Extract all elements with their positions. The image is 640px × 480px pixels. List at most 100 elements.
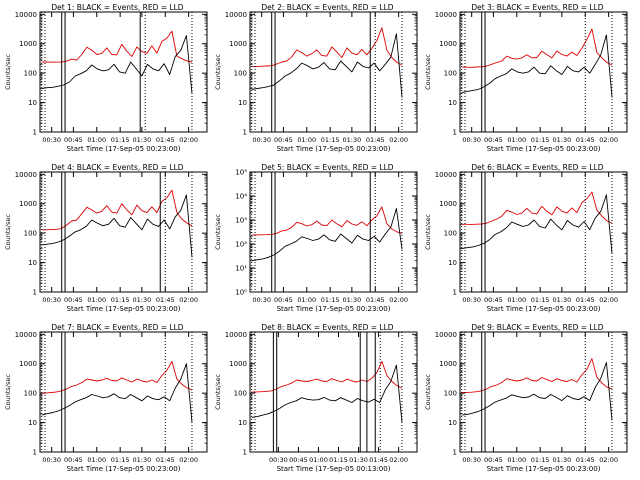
plot-frame — [249, 11, 418, 133]
y-tick-label: 100 — [444, 390, 457, 398]
y-axis-label: Counts/sec — [4, 54, 12, 90]
x-tick-label: 01:30 — [133, 456, 152, 464]
x-tick-label: 00:45 — [484, 136, 503, 144]
events-series-line — [461, 34, 613, 98]
y-tick-label: 1000 — [229, 40, 247, 48]
y-tick-label: 1 — [243, 449, 247, 457]
x-tick-label: 02:00 — [599, 456, 618, 464]
plot-frame — [459, 171, 628, 293]
x-axis-label: Start Time (17-Sep-05 00:23:00) — [277, 145, 391, 153]
y-tick-label: 10 — [448, 259, 457, 267]
y-tick-label: 1000 — [439, 360, 457, 368]
events-series-line — [41, 363, 193, 423]
lld-series-line — [41, 30, 193, 63]
y-tick-label: 100 — [234, 70, 247, 78]
x-axis-label: Start Time (17-Sep-05 00:23:00) — [67, 465, 181, 473]
y-tick-label: 1000 — [439, 200, 457, 208]
y-tick-label: 10⁰ — [235, 289, 247, 297]
x-axis-label: Start Time (17-Sep-05 00:23:00) — [67, 145, 181, 153]
panel-title: Det 8: BLACK = Events, RED = LLD — [261, 323, 393, 332]
y-tick-label: 10⁵ — [235, 169, 247, 177]
y-tick-label: 1 — [453, 289, 457, 297]
x-tick-label: 01:30 — [343, 296, 362, 304]
y-tick-label: 1000 — [19, 360, 37, 368]
x-tick-label: 00:30 — [269, 456, 288, 464]
y-tick-label: 10000 — [435, 331, 457, 339]
x-tick-label: 00:45 — [64, 136, 83, 144]
y-tick-label: 10 — [448, 99, 457, 107]
y-tick-label: 1 — [33, 129, 37, 137]
x-tick-label: 00:45 — [274, 296, 293, 304]
x-axis-label: Start Time (17-Sep-05 00:23:00) — [487, 145, 601, 153]
y-tick-label: 10 — [28, 99, 37, 107]
x-tick-label: 02:00 — [389, 136, 408, 144]
x-axis-label: Start Time (17-Sep-05 00:23:00) — [277, 305, 391, 313]
y-tick-label: 10 — [238, 99, 247, 107]
x-axis-label: Start Time (17-Sep-05 00:13:00) — [277, 465, 391, 473]
x-tick-label: 02:00 — [599, 136, 618, 144]
x-tick-label: 01:00 — [507, 136, 526, 144]
y-tick-label: 10 — [448, 419, 457, 427]
x-tick-label: 01:45 — [156, 136, 175, 144]
detector-panel-7: 1 10 100 1000 10000 00:30 00:45 01:00 01:15 01:30… — [4, 323, 208, 473]
x-tick-label: 01:45 — [576, 136, 595, 144]
x-tick-label: 00:30 — [252, 136, 271, 144]
y-tick-label: 1000 — [439, 40, 457, 48]
detector-panel-4: 1 10 100 1000 10000 00:30 00:45 01:00 01:15 01:30… — [4, 163, 208, 313]
y-tick-label: 10000 — [15, 11, 37, 19]
x-tick-label: 01:30 — [133, 136, 152, 144]
x-tick-label: 01:15 — [321, 136, 340, 144]
lld-series-line — [251, 206, 403, 236]
events-series-line — [41, 194, 193, 258]
x-tick-label: 01:30 — [349, 456, 368, 464]
y-tick-label: 10² — [235, 241, 247, 249]
x-tick-label: 00:45 — [274, 136, 293, 144]
y-tick-label: 100 — [444, 70, 457, 78]
x-tick-label: 01:00 — [87, 136, 106, 144]
x-tick-label: 00:45 — [64, 456, 83, 464]
plot-frame — [39, 171, 208, 293]
x-tick-label: 02:00 — [179, 296, 198, 304]
lld-series-line — [461, 28, 613, 68]
plot-frame — [249, 171, 418, 293]
x-tick-label: 02:00 — [179, 456, 198, 464]
plot-frame — [39, 331, 208, 453]
y-tick-label: 10000 — [435, 171, 457, 179]
y-axis-label: Counts/sec — [214, 54, 222, 90]
detector-panel-2: 1 10 100 1000 10000 00:30 00:45 01:00 01:15 01:30… — [214, 3, 418, 153]
panel-title: Det 2: BLACK = Events, RED = LLD — [261, 3, 393, 12]
panel-title: Det 7: BLACK = Events, RED = LLD — [51, 323, 183, 332]
x-tick-label: 01:15 — [531, 456, 550, 464]
detector-panel-6: 1 10 100 1000 10000 00:30 00:45 01:00 01:15 01:30… — [424, 163, 628, 313]
y-tick-label: 10000 — [435, 11, 457, 19]
plot-frame — [39, 11, 208, 133]
y-axis-label: Counts/sec — [424, 374, 432, 410]
x-tick-label: 01:30 — [343, 136, 362, 144]
x-tick-label: 00:30 — [462, 456, 481, 464]
y-tick-label: 1 — [453, 129, 457, 137]
x-tick-label: 01:15 — [531, 136, 550, 144]
y-tick-label: 100 — [24, 390, 37, 398]
x-tick-label: 00:30 — [42, 136, 61, 144]
y-tick-label: 100 — [234, 390, 247, 398]
y-axis-label: Counts/sec — [214, 374, 222, 410]
x-tick-label: 01:15 — [111, 136, 130, 144]
x-tick-label: 01:00 — [507, 296, 526, 304]
y-tick-label: 1 — [453, 449, 457, 457]
events-series-line — [251, 208, 403, 262]
x-axis-label: Start Time (17-Sep-05 00:23:00) — [487, 465, 601, 473]
y-tick-label: 10000 — [225, 11, 247, 19]
x-tick-label: 01:30 — [553, 296, 572, 304]
y-tick-label: 10000 — [225, 331, 247, 339]
detector-panel-9: 1 10 100 1000 10000 00:30 00:45 01:00 01:15 01:30… — [424, 323, 628, 473]
y-tick-label: 1000 — [19, 200, 37, 208]
x-tick-label: 00:30 — [42, 456, 61, 464]
x-tick-label: 02:00 — [599, 296, 618, 304]
events-series-line — [251, 33, 403, 98]
x-tick-label: 01:15 — [111, 296, 130, 304]
lld-series-line — [41, 360, 193, 394]
x-tick-label: 01:00 — [297, 296, 316, 304]
plot-frame — [249, 331, 418, 453]
x-tick-label: 01:00 — [87, 296, 106, 304]
lld-series-line — [461, 358, 613, 393]
